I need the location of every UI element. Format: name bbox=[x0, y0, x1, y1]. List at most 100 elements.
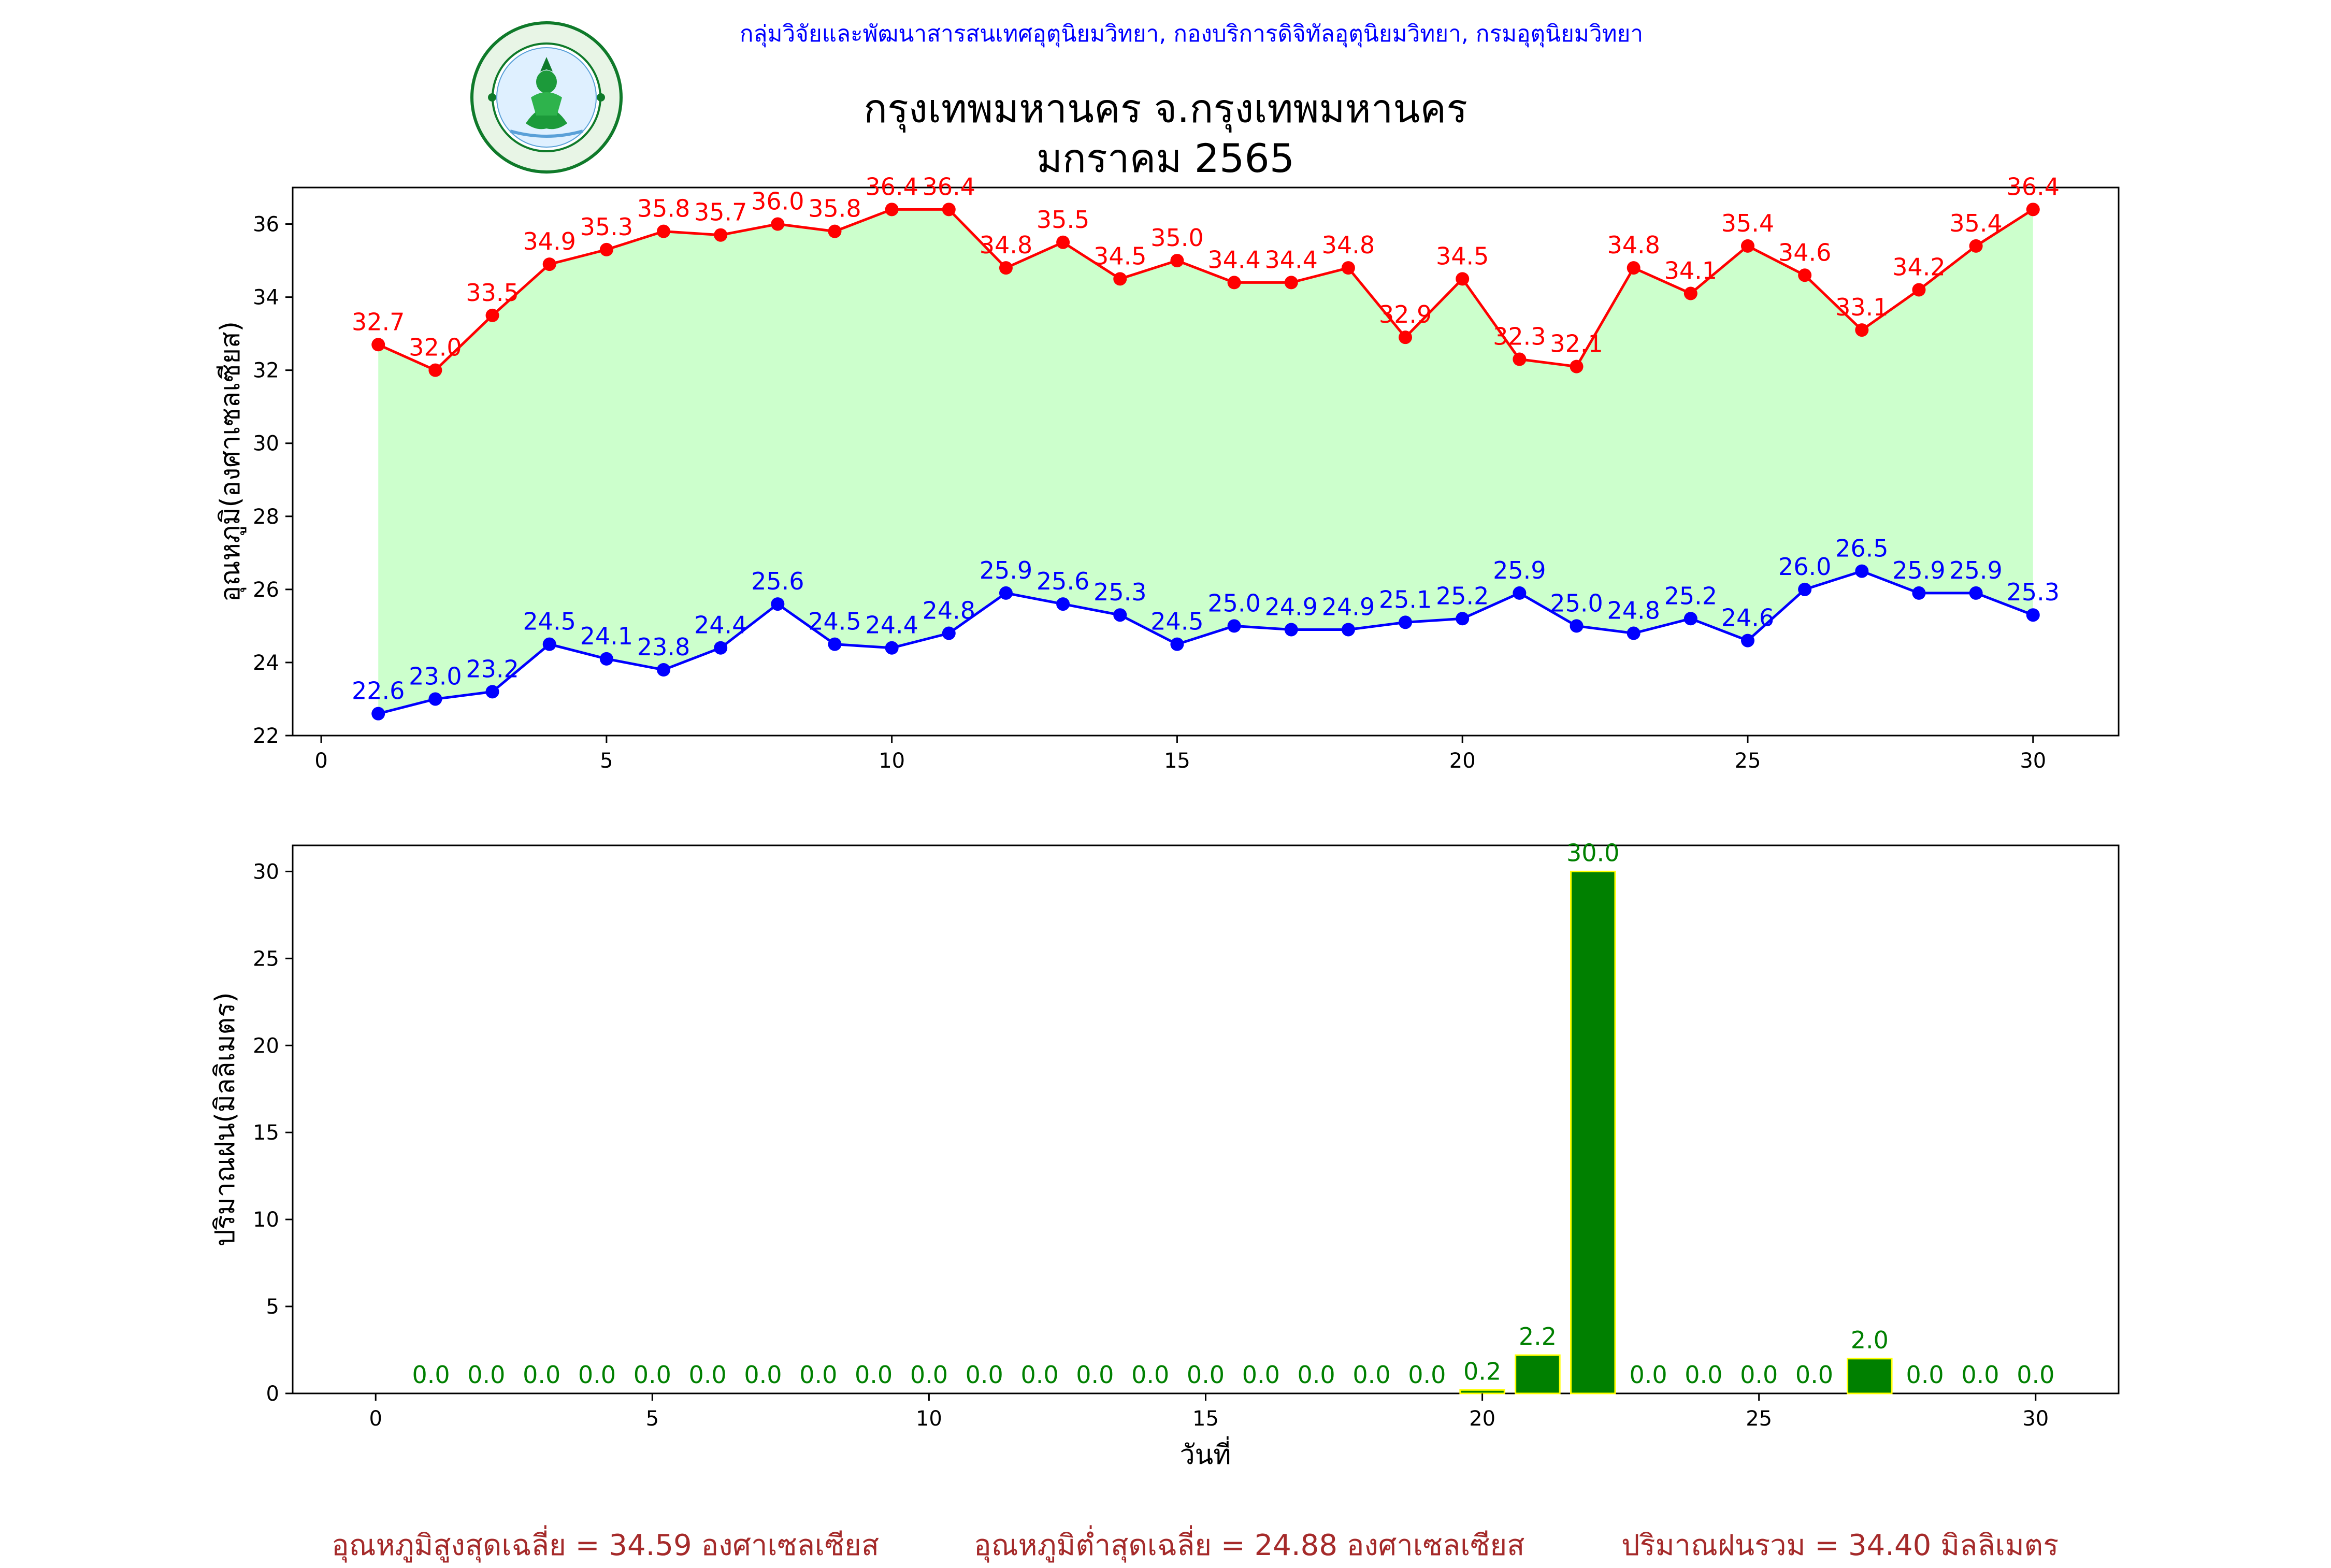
rainfall-label: 0.0 bbox=[1795, 1361, 1833, 1389]
chart-title: กรุงเทพมหานคร จ.กรุงเทพมหานคร bbox=[863, 85, 1468, 132]
min-temperature-point bbox=[1740, 634, 1754, 648]
temperature-x-tick-label: 15 bbox=[1164, 749, 1190, 773]
min-temperature-label: 22.6 bbox=[352, 677, 405, 705]
temperature-x-tick-label: 5 bbox=[600, 749, 613, 773]
max-temperature-point bbox=[2026, 203, 2040, 217]
max-temperature-label: 35.3 bbox=[580, 213, 633, 241]
temperature-y-tick-label: 28 bbox=[253, 505, 279, 529]
max-temperature-point bbox=[1284, 276, 1298, 290]
rainfall-y-tick-label: 25 bbox=[253, 947, 279, 971]
min-temperature-label: 24.8 bbox=[1607, 597, 1660, 625]
max-temperature-label: 34.1 bbox=[1664, 257, 1717, 285]
max-temperature-label: 32.3 bbox=[1493, 323, 1546, 351]
min-temperature-label: 25.2 bbox=[1436, 582, 1489, 610]
rainfall-label: 2.0 bbox=[1851, 1326, 1889, 1354]
max-temperature-label: 34.5 bbox=[1093, 242, 1146, 270]
min-temperature-label: 24.9 bbox=[1265, 593, 1318, 621]
min-temperature-point bbox=[1170, 637, 1184, 651]
max-temperature-point bbox=[1627, 261, 1641, 275]
min-temperature-point bbox=[828, 637, 842, 651]
total-rainfall: ปริมาณฝนรวม = 34.40 มิลลิเมตร bbox=[1621, 1529, 2059, 1562]
max-temperature-point bbox=[1056, 235, 1070, 249]
min-temperature-point bbox=[1798, 582, 1812, 596]
rainfall-label: 0.0 bbox=[966, 1361, 1003, 1389]
max-temperature-label: 35.8 bbox=[637, 195, 690, 223]
rainfall-x-tick-label: 25 bbox=[1746, 1407, 1772, 1431]
min-temperature-point bbox=[657, 663, 671, 677]
rainfall-y-tick-label: 5 bbox=[266, 1295, 279, 1319]
rainfall-plot-area bbox=[292, 844, 2120, 1394]
rainfall-label: 0.0 bbox=[467, 1361, 505, 1389]
rainfall-y-tick-label: 30 bbox=[253, 860, 279, 884]
max-temperature-label: 32.7 bbox=[352, 308, 405, 336]
max-temperature-label: 34.9 bbox=[523, 227, 575, 255]
rainfall-bar bbox=[1570, 870, 1616, 1394]
rainfall-label: 0.0 bbox=[634, 1361, 671, 1389]
min-temperature-point bbox=[428, 692, 442, 706]
max-temperature-label: 36.4 bbox=[923, 172, 975, 200]
rainfall-label: 0.0 bbox=[1187, 1361, 1225, 1389]
temperature-range-fill bbox=[378, 209, 2033, 714]
max-temperature-label: 36.0 bbox=[751, 188, 804, 215]
min-temperature-label: 24.1 bbox=[580, 622, 633, 650]
min-temperature-line bbox=[378, 569, 2034, 715]
temperature-x-tick-label: 0 bbox=[314, 749, 327, 773]
min-temperature-label: 25.0 bbox=[1550, 589, 1603, 617]
min-temperature-label: 25.6 bbox=[751, 567, 804, 595]
temperature-y-tick-label: 24 bbox=[253, 651, 279, 675]
rainfall-label: 0.0 bbox=[1408, 1361, 1446, 1389]
max-temperature-label: 32.1 bbox=[1550, 330, 1603, 358]
temperature-y-tick-label: 26 bbox=[253, 578, 279, 602]
temperature-y-tick-label: 22 bbox=[253, 724, 279, 748]
max-temperature-label: 34.4 bbox=[1265, 246, 1318, 274]
max-temperature-point bbox=[542, 257, 556, 271]
min-temperature-point bbox=[1227, 619, 1241, 633]
temperature-y-tick-label: 32 bbox=[253, 359, 279, 383]
max-temperature-label: 34.8 bbox=[1607, 231, 1660, 259]
min-temperature-point bbox=[1284, 623, 1298, 637]
rainfall-y-axis-label: ปริมาณฝน(มิลลิเมตร) bbox=[210, 992, 241, 1246]
rainfall-label: 0.0 bbox=[1685, 1361, 1722, 1389]
max-temperature-point bbox=[1113, 272, 1127, 286]
summary-footer: อุณหภูมิสูงสุดเฉลี่ย = 34.59 องศาเซลเซีย… bbox=[0, 1522, 2331, 1563]
rainfall-x-axis-label: วันที่ bbox=[1179, 1436, 1231, 1471]
max-temperature-line bbox=[378, 208, 2034, 372]
min-temperature-label: 26.5 bbox=[1835, 535, 1888, 563]
rainfall-bar bbox=[1459, 1389, 1505, 1394]
temperature-series bbox=[371, 203, 2040, 721]
min-temperature-label: 25.9 bbox=[980, 556, 1032, 584]
min-temperature-label: 26.0 bbox=[1778, 553, 1831, 581]
rainfall-y-tick-label: 15 bbox=[253, 1121, 279, 1145]
rainfall-x-tick-label: 10 bbox=[916, 1407, 942, 1431]
min-temperature-point bbox=[714, 641, 728, 655]
tmd-logo bbox=[470, 21, 623, 174]
min-temperature-point bbox=[885, 641, 899, 655]
min-temperature-label: 23.2 bbox=[466, 655, 519, 683]
rainfall-label: 2.2 bbox=[1519, 1322, 1557, 1350]
rainfall-label: 0.0 bbox=[1076, 1361, 1114, 1389]
rainfall-label: 0.0 bbox=[799, 1361, 837, 1389]
min-temperature-point bbox=[1113, 608, 1127, 622]
min-temperature-point bbox=[2026, 608, 2040, 622]
min-temperature-label: 25.9 bbox=[1493, 556, 1546, 584]
max-temperature-point bbox=[1969, 239, 1983, 253]
max-temperature-point bbox=[1227, 276, 1241, 290]
rainfall-y-tick-label: 20 bbox=[253, 1034, 279, 1058]
max-temperature-label: 33.1 bbox=[1835, 293, 1888, 321]
max-temperature-point bbox=[1341, 261, 1355, 275]
min-temperature-label: 25.3 bbox=[2007, 578, 2060, 606]
rainfall-label: 0.0 bbox=[910, 1361, 948, 1389]
max-temperature-point bbox=[1855, 323, 1869, 337]
min-temperature-point bbox=[942, 626, 956, 640]
min-temperature-point bbox=[771, 597, 785, 611]
min-temperature-point bbox=[1513, 586, 1527, 600]
temperature-y-axis-label: อุณหภูมิ(องศาเซลเซียส) bbox=[215, 321, 247, 602]
rainfall-y-tick-label: 0 bbox=[266, 1382, 279, 1406]
rainfall-x-tick-label: 5 bbox=[646, 1407, 659, 1431]
max-temperature-label: 34.6 bbox=[1778, 238, 1831, 266]
max-temperature-point bbox=[1399, 330, 1413, 344]
rainfall-label: 0.0 bbox=[1298, 1361, 1335, 1389]
max-temperature-label: 35.7 bbox=[694, 198, 747, 226]
